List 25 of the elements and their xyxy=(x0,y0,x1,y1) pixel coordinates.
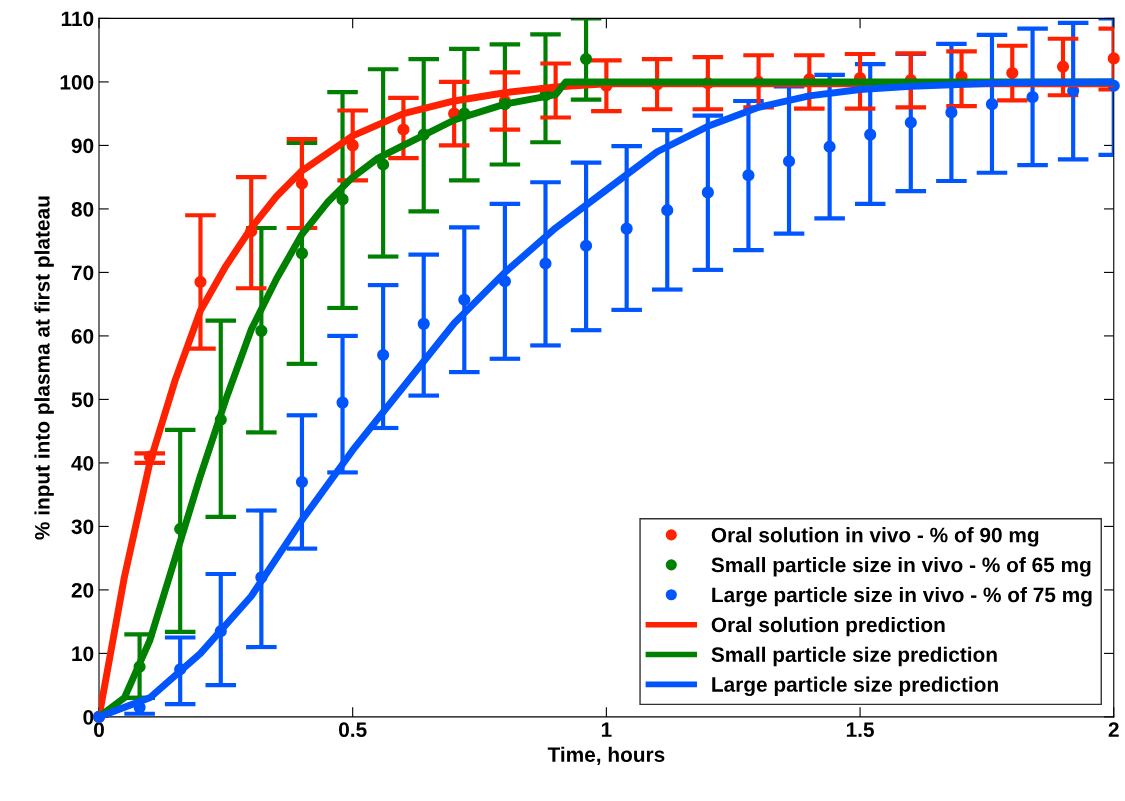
x-tick-label: 1.5 xyxy=(846,722,874,738)
y-tick-label: 90 xyxy=(71,138,94,154)
y-tick-label: 50 xyxy=(71,392,94,408)
y-tick-label: 10 xyxy=(72,646,94,662)
legend-label: Large particle size in vivo - % of 75 mg xyxy=(712,586,1092,607)
x-axis-title: Time, hours xyxy=(547,746,665,766)
legend-label: Small particle size in vivo - % of 65 mg xyxy=(711,557,1091,577)
legend-label: Small particle size prediction xyxy=(711,646,997,667)
y-tick-label: 20 xyxy=(71,582,94,598)
legend-label: Oral solution in vivo - % of 90 mg xyxy=(711,527,1039,547)
y-tick-label: 80 xyxy=(71,201,94,217)
x-tick-label: 1 xyxy=(601,722,612,737)
y-tick-label: 30 xyxy=(71,519,94,535)
y-tick-label: 0 xyxy=(83,709,94,725)
x-tick-label: 0.5 xyxy=(339,722,367,738)
y-tick-label: 40 xyxy=(71,455,94,471)
y-tick-label: 60 xyxy=(71,328,94,344)
y-tick-label: 110 xyxy=(61,11,94,27)
y-tick-label: 100 xyxy=(60,74,94,90)
x-tick-label: 0 xyxy=(94,722,104,738)
y-axis-title: % input into plasma at first plateau xyxy=(34,196,54,540)
x-tick-label: 2 xyxy=(1108,722,1119,737)
legend-label: Oral solution prediction xyxy=(711,616,945,637)
y-tick-label: 70 xyxy=(71,265,94,281)
legend-label: Large particle size prediction xyxy=(712,676,998,697)
